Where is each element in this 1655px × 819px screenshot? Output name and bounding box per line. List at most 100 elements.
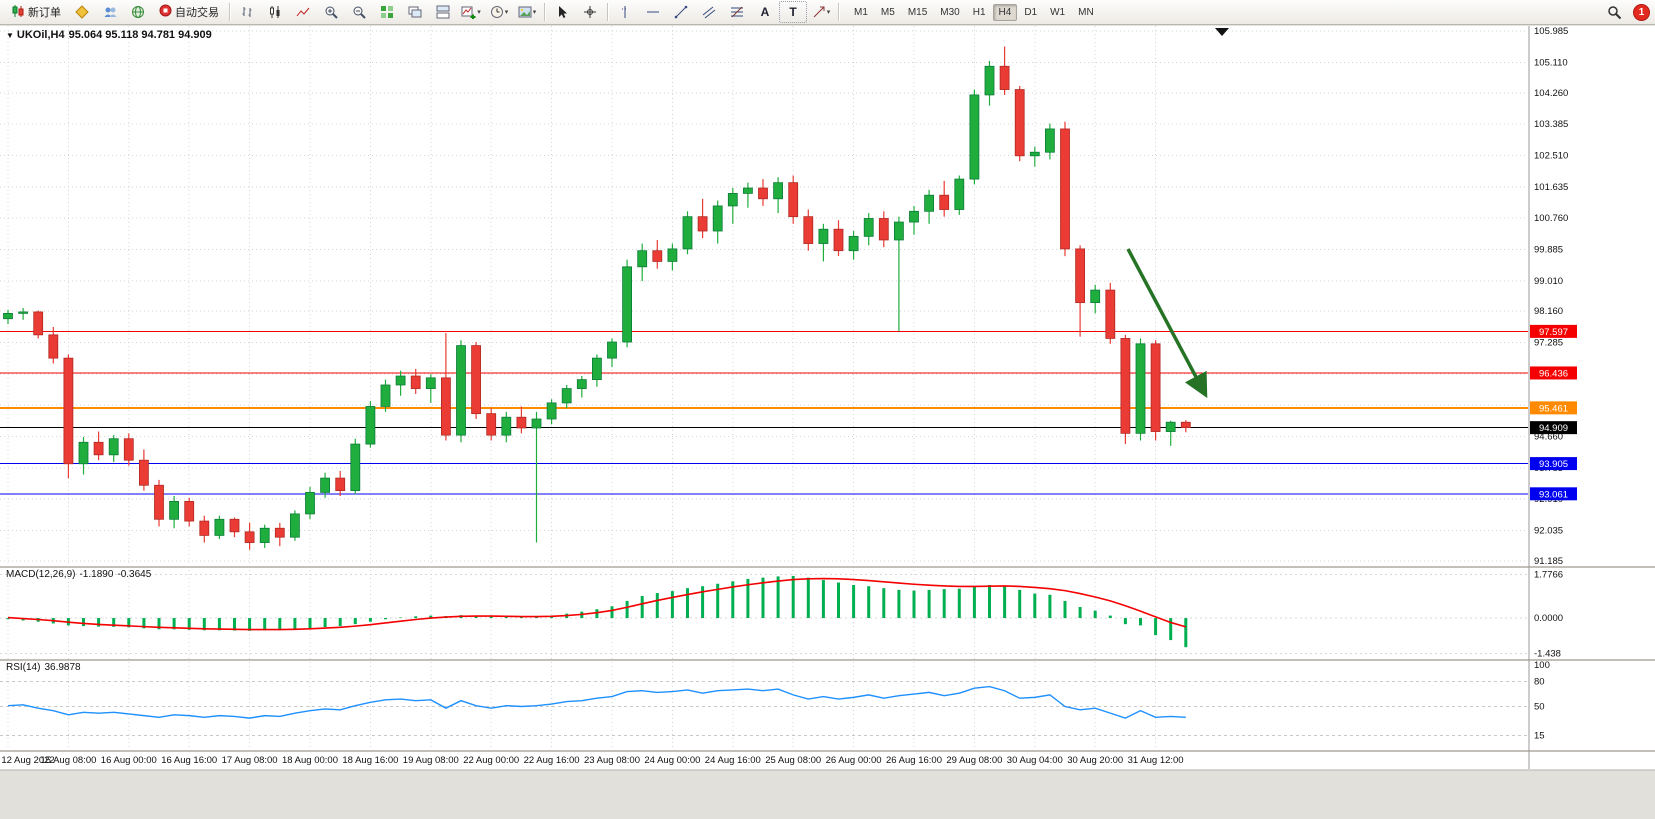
channel-tool-icon[interactable] <box>695 1 723 23</box>
new-chart-button[interactable] <box>457 1 485 23</box>
axis-label: -1.438 <box>1534 648 1561 659</box>
grid <box>0 26 1528 750</box>
axis-label: 95.461 <box>1539 403 1568 414</box>
axis-label: 29 Aug 08:00 <box>946 755 1002 766</box>
new-order-button[interactable]: 新订单 <box>4 1 68 23</box>
price-level-lines <box>0 330 1528 495</box>
text-tool-icon[interactable]: A <box>751 1 779 23</box>
timeframe-m5-button[interactable]: M5 <box>880 6 895 18</box>
macd-main-value: -1.1890 <box>79 569 114 580</box>
candle <box>863 213 874 246</box>
panel-splitter[interactable] <box>0 659 1655 661</box>
ohlc-bars-icon[interactable] <box>233 1 261 23</box>
arrange-windows-icon[interactable] <box>429 1 457 23</box>
timeframe-m15-button[interactable]: M15 <box>907 6 928 18</box>
search-icon[interactable] <box>1600 1 1628 23</box>
candle <box>712 200 723 244</box>
rsi-indicator-header: RSI(14) 36.9878 <box>6 662 85 673</box>
trend-arrow-annotation[interactable] <box>1126 248 1208 399</box>
candle <box>289 510 300 541</box>
candle <box>93 431 104 461</box>
cascade-windows-icon[interactable] <box>401 1 429 23</box>
crosshair-icon[interactable] <box>576 1 604 23</box>
candle <box>1105 282 1116 344</box>
profile-diamond-icon[interactable] <box>68 1 96 23</box>
panel-splitter[interactable] <box>0 566 1655 568</box>
timeframe-m30-button[interactable]: M30 <box>940 6 960 18</box>
rsi-value: 36.9878 <box>44 662 81 673</box>
symbol-timeframe-label: UKOil,H4 <box>16 29 65 41</box>
zoom-out-icon[interactable] <box>345 1 373 23</box>
axis-label: 30 Aug 20:00 <box>1067 755 1123 766</box>
candle <box>184 497 195 527</box>
price-axis-labels: 105.985 105.110 104.260 103.385 102.510 101.6… <box>1528 26 1577 769</box>
candle <box>138 449 149 491</box>
candle <box>305 487 315 520</box>
candle <box>894 216 904 332</box>
tile-windows-icon[interactable] <box>373 1 401 23</box>
axis-label: 19 Aug 08:00 <box>403 755 459 766</box>
candle <box>652 239 663 269</box>
candle <box>1120 334 1131 445</box>
timeframe-w1-button[interactable]: W1 <box>1050 6 1066 18</box>
panel-splitter[interactable] <box>0 750 1655 752</box>
axis-label: 100 <box>1534 660 1550 671</box>
timeframe-m1-button[interactable]: M1 <box>854 6 868 18</box>
horizontal-line-tool-icon[interactable] <box>639 1 667 23</box>
candle <box>1150 340 1161 441</box>
autotrading-button[interactable]: 自动交易 <box>152 1 226 23</box>
chart-scroll-marker-icon[interactable] <box>1215 28 1229 36</box>
market-watch-icon[interactable] <box>96 1 124 23</box>
candle <box>425 374 436 403</box>
candle <box>335 470 346 497</box>
candle <box>622 259 632 348</box>
timeframe-h4-button[interactable]: H4 <box>992 3 1018 21</box>
axis-label: 96.436 <box>1539 368 1568 379</box>
label-tool-icon[interactable]: T <box>779 1 807 23</box>
candle <box>803 209 814 251</box>
axis-label: 97.285 <box>1534 338 1563 349</box>
time-axis[interactable] <box>0 751 1529 769</box>
candle <box>18 307 29 320</box>
candle <box>727 188 738 224</box>
axis-label: 24 Aug 16:00 <box>705 755 761 766</box>
timeframe-h1-button[interactable]: H1 <box>972 6 986 18</box>
candle <box>365 401 376 448</box>
arrows-tool-button[interactable] <box>807 1 835 23</box>
candle <box>274 522 285 547</box>
candle <box>697 198 708 239</box>
trendline-tool-icon[interactable] <box>667 1 695 23</box>
candle <box>395 370 406 396</box>
axis-label: 25 Aug 08:00 <box>765 755 821 766</box>
price-axis[interactable] <box>1529 26 1655 751</box>
line-chart-icon[interactable] <box>289 1 317 23</box>
periods-clock-button[interactable] <box>485 1 513 23</box>
vertical-line-tool-icon[interactable] <box>611 1 639 23</box>
axis-label: 93.905 <box>1539 459 1568 470</box>
candle <box>758 179 768 206</box>
community-globe-icon[interactable] <box>124 1 152 23</box>
axis-label: 16 Aug 16:00 <box>161 755 217 766</box>
cursor-icon[interactable] <box>548 1 576 23</box>
candle <box>576 376 587 398</box>
templates-button[interactable] <box>513 1 541 23</box>
zoom-in-icon[interactable] <box>317 1 345 23</box>
candle <box>380 379 391 412</box>
candle <box>350 438 361 495</box>
dropdown-caret-icon <box>505 8 509 16</box>
candle <box>169 496 180 529</box>
candlestick-chart-icon[interactable] <box>261 1 289 23</box>
candle <box>999 46 1010 95</box>
fibonacci-tool-icon[interactable] <box>723 1 751 23</box>
price-level-badge: 93.061 <box>1530 487 1577 501</box>
timeframe-mn-button[interactable]: MN <box>1078 6 1094 18</box>
candle <box>320 472 331 498</box>
new-order-label: 新订单 <box>28 7 61 19</box>
candle <box>531 411 542 543</box>
candle <box>878 211 889 248</box>
axis-label: 102.510 <box>1534 150 1568 161</box>
rsi-line <box>7 685 1186 719</box>
timeframe-d1-button[interactable]: D1 <box>1024 6 1038 18</box>
notification-badge[interactable]: 1 <box>1634 4 1649 20</box>
